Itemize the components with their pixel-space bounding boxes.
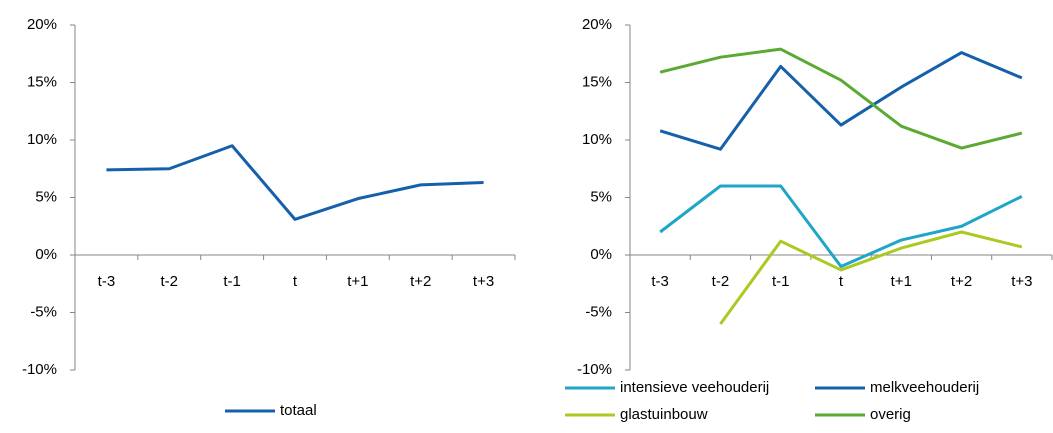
series-line — [659, 184, 1023, 268]
legend-label: totaal — [280, 402, 317, 419]
y-tick-label: 20% — [582, 16, 612, 33]
legend-label: overig — [870, 406, 911, 423]
series-line — [659, 47, 1023, 150]
x-tick-label: t-1 — [772, 273, 790, 290]
x-tick-label: t — [839, 273, 844, 290]
y-tick-label: 10% — [27, 131, 57, 148]
series-line — [659, 51, 1023, 151]
y-tick-label: -10% — [22, 361, 57, 378]
legend-label: intensieve veehouderij — [620, 379, 769, 396]
x-tick-label: t+2 — [951, 273, 972, 290]
y-tick-label: -5% — [30, 303, 57, 320]
y-tick-label: 15% — [27, 73, 57, 90]
x-tick-label: t+1 — [347, 273, 368, 290]
x-tick-label: t+1 — [891, 273, 912, 290]
legend-label: melkveehouderij — [870, 379, 979, 396]
series-line — [106, 144, 484, 221]
x-tick-label: t-3 — [98, 273, 116, 290]
y-tick-label: 5% — [35, 188, 57, 205]
y-tick-label: 20% — [27, 16, 57, 33]
x-tick-label: t+3 — [473, 273, 494, 290]
x-tick-label: t-2 — [161, 273, 179, 290]
y-tick-label: 5% — [590, 188, 612, 205]
y-tick-label: 15% — [582, 73, 612, 90]
series-line — [719, 230, 1023, 325]
x-tick-label: t+3 — [1011, 273, 1032, 290]
y-tick-label: -10% — [577, 361, 612, 378]
x-tick-label: t-1 — [223, 273, 241, 290]
x-tick-label: t+2 — [410, 273, 431, 290]
x-tick-label: t — [293, 273, 298, 290]
x-tick-label: t-3 — [651, 273, 669, 290]
y-tick-label: -5% — [585, 303, 612, 320]
legend-label: glastuinbouw — [620, 406, 708, 423]
x-tick-label: t-2 — [712, 273, 730, 290]
y-tick-label: 10% — [582, 131, 612, 148]
y-tick-label: 0% — [35, 246, 57, 263]
y-tick-label: 0% — [590, 246, 612, 263]
